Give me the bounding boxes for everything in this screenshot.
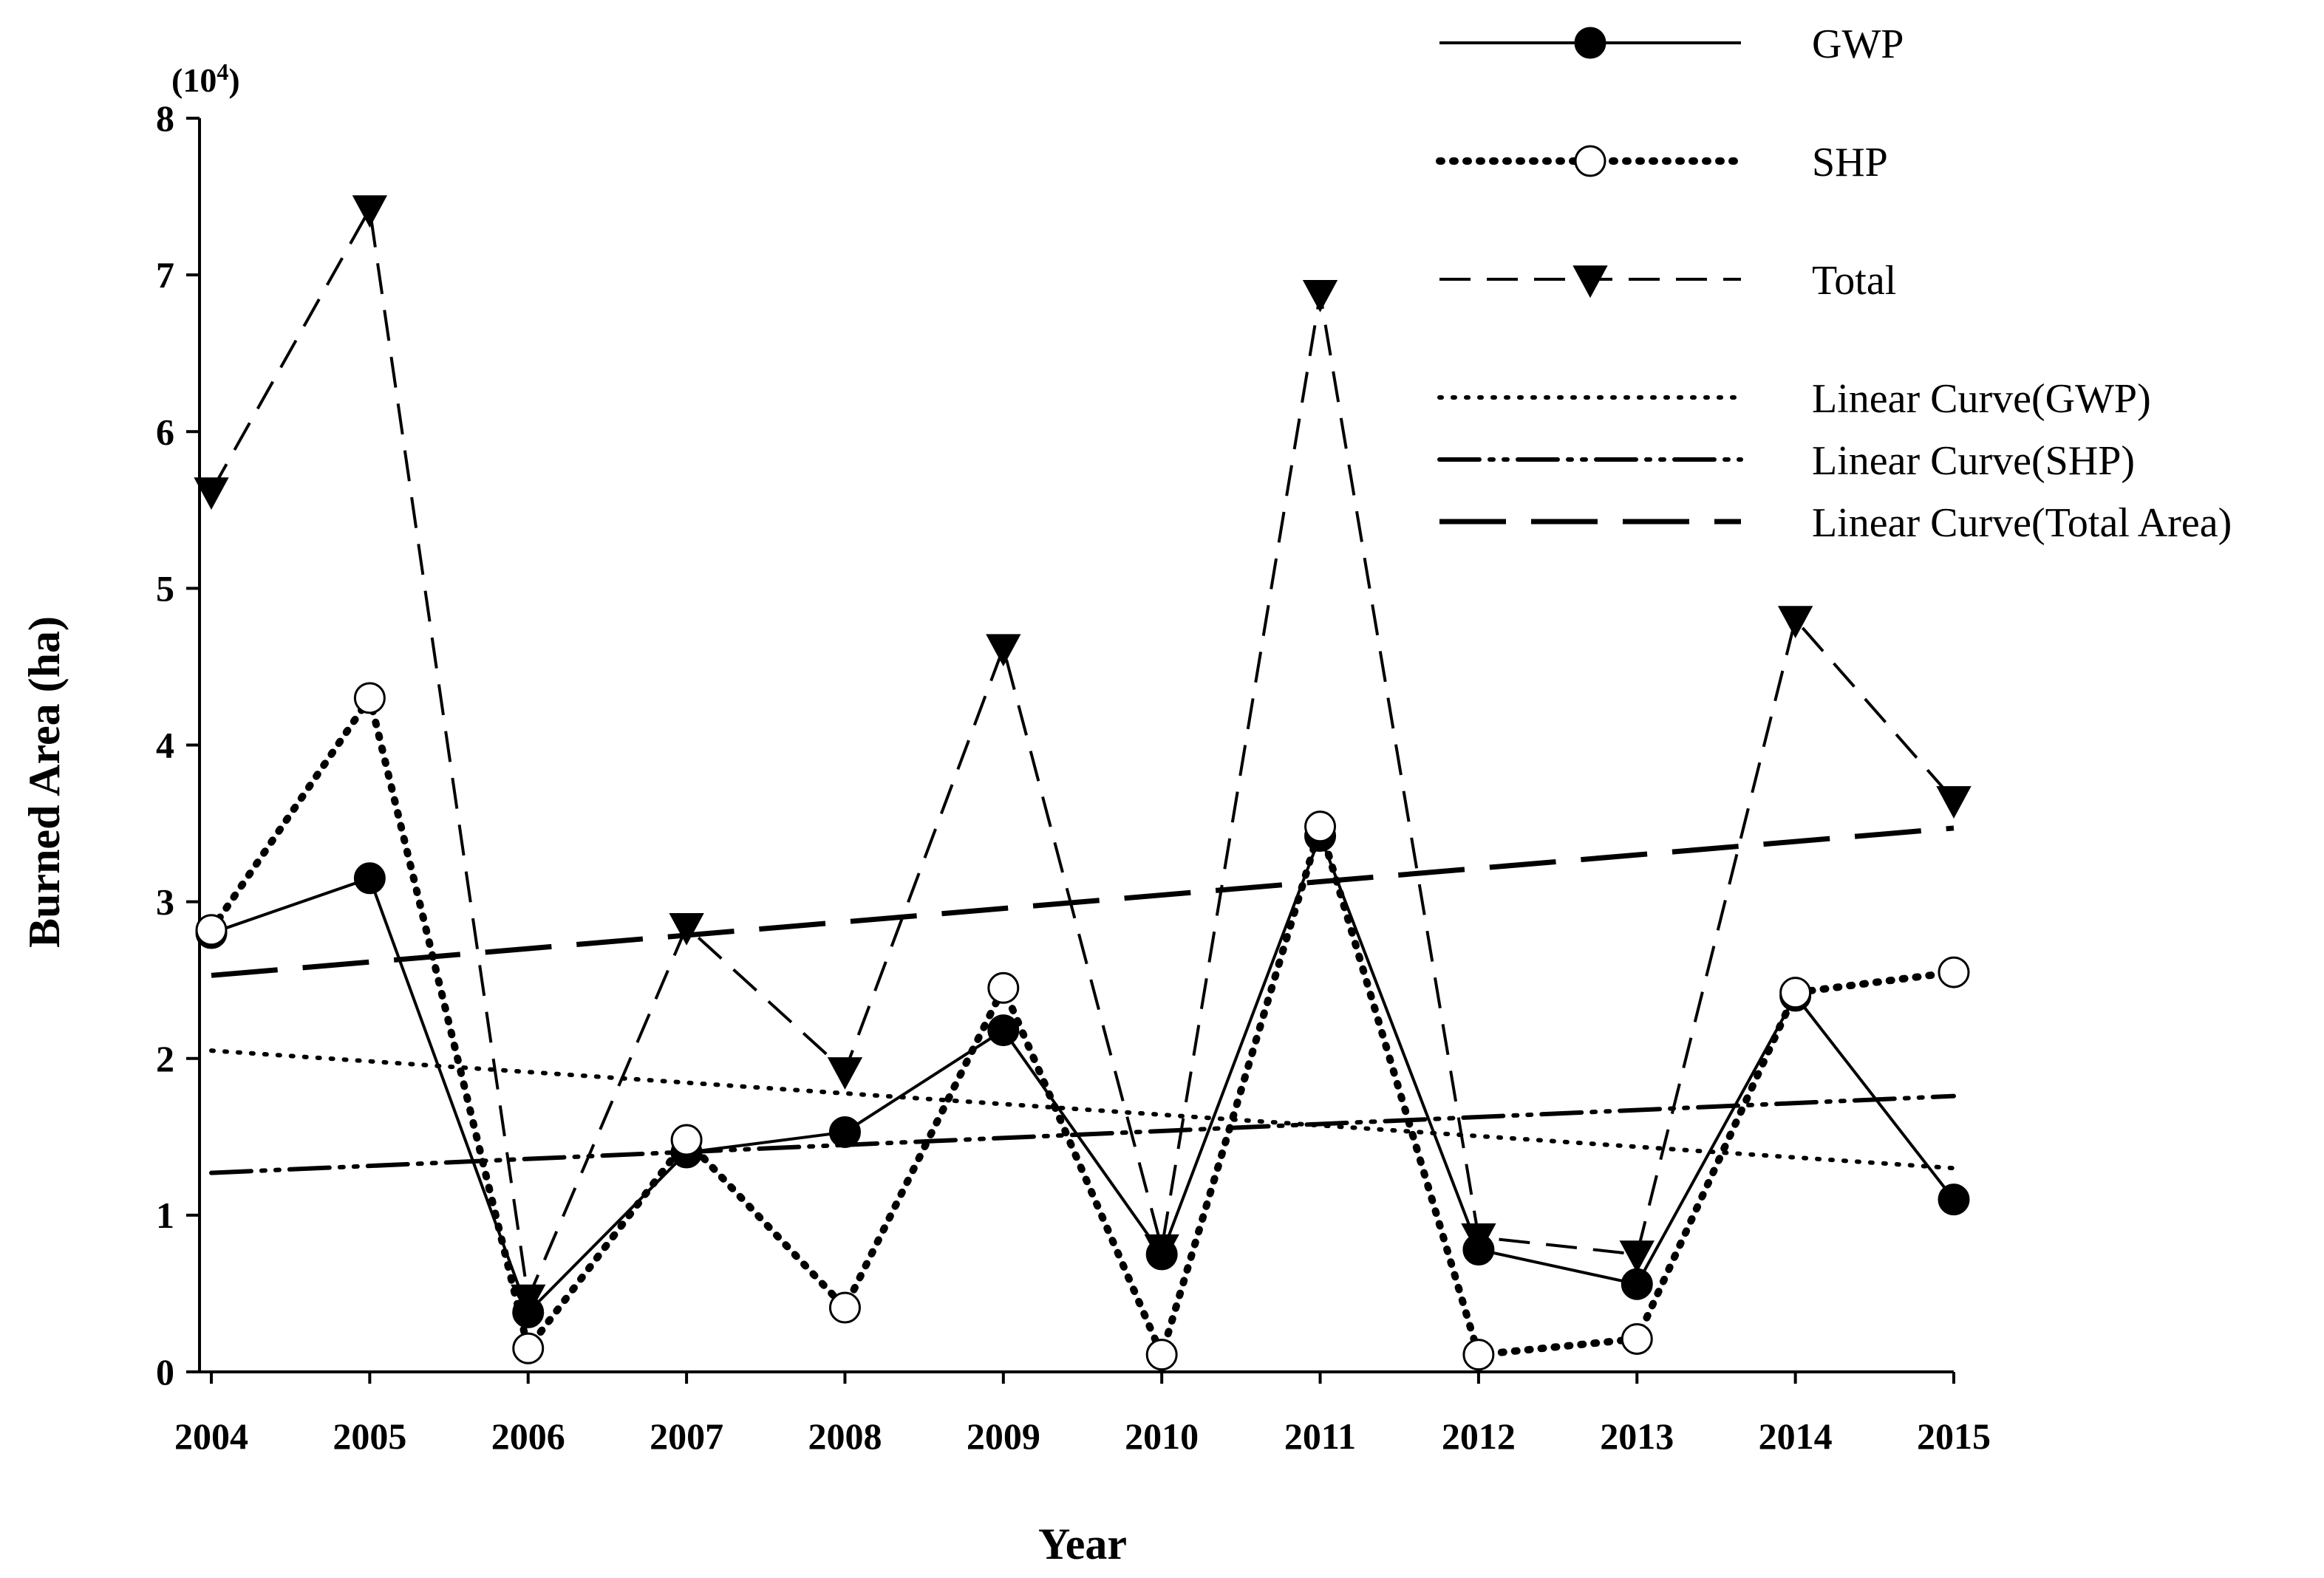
- series-line-shp: [208, 694, 1957, 1359]
- series-line-gwp: [211, 834, 1955, 1314]
- trendline-linear-curve-gwp: [209, 1048, 1956, 1171]
- y-tick-label: 1: [156, 1195, 174, 1236]
- marker-shp: [1779, 977, 1812, 1009]
- y-multiplier-base: (10: [171, 61, 217, 99]
- y-axis-title: Burned Area (ha): [20, 616, 69, 948]
- marker-gwp: [828, 1116, 861, 1148]
- marker-gwp: [1938, 1184, 1970, 1216]
- legend-label: Total: [1812, 258, 1896, 304]
- marker-shp: [353, 682, 386, 714]
- marker-total: [1302, 279, 1338, 312]
- marker-shp: [1938, 956, 1970, 988]
- x-tick-label: 2015: [1917, 1415, 1991, 1457]
- legend-label: Linear Curve(SHP): [1812, 438, 2135, 484]
- series-markers: [194, 195, 1972, 1371]
- x-tick-label: 2010: [1125, 1415, 1199, 1457]
- marker-gwp: [353, 862, 386, 895]
- legend-item: Linear Curve(GWP): [1437, 376, 2151, 422]
- marker-shp: [987, 971, 1020, 1004]
- legend-label: SHP: [1812, 140, 1888, 185]
- x-tick-label: 2008: [808, 1415, 882, 1457]
- legend-item: SHP: [1436, 140, 1888, 185]
- y-ticks: 0 1 2 3 4 5 6 7 8: [156, 98, 200, 1393]
- legend: GWP SHP Total Linear Curve(GWP) Linear Curve…: [1436, 21, 2232, 546]
- x-tick-label: 2013: [1600, 1415, 1674, 1457]
- marker-total: [1777, 606, 1813, 639]
- series-lines: [208, 208, 1957, 1359]
- marker-gwp: [987, 1014, 1020, 1047]
- x-tick-label: 2014: [1759, 1415, 1833, 1457]
- series-line-total: [210, 208, 1955, 1300]
- y-multiplier-close: ): [228, 61, 239, 99]
- legend-item: Linear Curve(SHP): [1437, 438, 2135, 484]
- y-multiplier-exponent: 4: [217, 58, 228, 85]
- legend-label: Linear Curve(GWP): [1812, 376, 2151, 422]
- marker-shp: [1145, 1339, 1178, 1371]
- x-tick-label: 2007: [650, 1415, 723, 1457]
- marker-shp: [1462, 1339, 1495, 1371]
- x-tick-label: 2004: [174, 1415, 248, 1457]
- marker-gwp: [1145, 1238, 1178, 1271]
- x-ticks: 2004 2005 2006 2007 2008 2009 2010 2011 2012 2013…: [174, 1372, 1991, 1457]
- y-tick-label: 2: [156, 1038, 174, 1079]
- legend-label: Linear Curve(Total Area): [1812, 500, 2232, 546]
- marker-shp: [1304, 810, 1337, 843]
- legend-item: Linear Curve(Total Area): [1439, 500, 2232, 546]
- y-tick-label: 7: [156, 254, 174, 296]
- legend-marker: [1572, 265, 1608, 298]
- y-tick-label: 6: [156, 411, 174, 452]
- marker-shp: [512, 1332, 545, 1364]
- marker-total: [827, 1057, 863, 1090]
- y-multiplier-label: (104): [171, 58, 240, 99]
- legend-item: GWP: [1439, 21, 1904, 67]
- y-tick-label: 3: [156, 881, 174, 923]
- marker-shp: [195, 914, 228, 946]
- x-tick-label: 2005: [333, 1415, 406, 1457]
- y-tick-label: 0: [156, 1351, 174, 1393]
- legend-marker: [1574, 145, 1606, 177]
- marker-total: [1936, 786, 1972, 819]
- marker-total: [669, 912, 704, 946]
- legend-marker: [1574, 27, 1606, 59]
- marker-shp: [828, 1291, 861, 1324]
- x-axis-title: Year: [1038, 1520, 1127, 1568]
- marker-total: [352, 195, 388, 228]
- trendline-linear-curve-total-area: [211, 825, 1955, 978]
- x-tick-label: 2011: [1284, 1415, 1356, 1457]
- x-tick-label: 2006: [491, 1415, 565, 1457]
- marker-total: [986, 634, 1021, 667]
- y-tick-label: 5: [156, 567, 174, 609]
- x-tick-label: 2012: [1442, 1415, 1516, 1457]
- marker-shp: [670, 1124, 703, 1156]
- trendline-linear-curve-shp: [209, 1093, 1956, 1175]
- x-tick-label: 2009: [967, 1415, 1040, 1457]
- marker-gwp: [1462, 1234, 1495, 1266]
- marker-total: [1619, 1240, 1655, 1274]
- marker-gwp: [1621, 1268, 1653, 1300]
- trendlines: [209, 825, 1956, 1175]
- y-tick-label: 4: [156, 725, 174, 766]
- marker-shp: [1621, 1322, 1653, 1355]
- marker-gwp: [512, 1296, 545, 1328]
- marker-total: [194, 477, 229, 510]
- y-tick-label: 8: [156, 98, 174, 139]
- legend-label: GWP: [1812, 21, 1904, 67]
- legend-item: Total: [1439, 258, 1896, 304]
